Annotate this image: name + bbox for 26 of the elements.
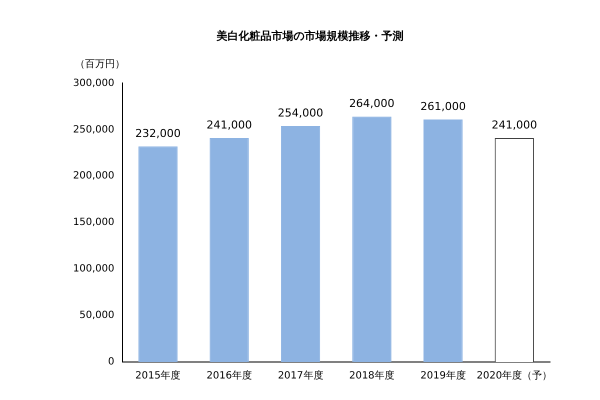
y-tick-label: 100,000 [72,264,114,275]
x-tick-label: 2019年度 [420,370,466,382]
x-tick-label: 2015年度 [135,370,181,382]
y-tick-label: 250,000 [72,124,114,136]
x-tick-label: 2020年度（予） [476,370,552,382]
y-tick-label: 200,000 [72,170,114,182]
y-axis-title: （百万円） [75,58,125,70]
bar [138,146,178,362]
bar [423,119,463,362]
data-label: 241,000 [492,118,538,132]
data-label: 264,000 [349,97,395,110]
x-tick-label: 2017年度 [278,370,324,382]
chart-title: 美白化粧品市場の市場規模推移・予測 [216,29,404,42]
data-label: 261,000 [420,100,466,113]
x-tick-label: 2016年度 [206,370,252,382]
data-label: 241,000 [206,118,252,132]
y-tick-label: 50,000 [79,310,114,322]
data-label: 254,000 [278,106,324,120]
y-tick-label: 300,000 [72,78,114,89]
bar [280,126,320,362]
bar [352,116,392,362]
x-tick-label: 2018年度 [349,370,395,382]
bar [210,138,249,362]
y-tick-label: 150,000 [72,217,114,228]
data-label: 232,000 [135,126,181,140]
y-tick-label: 0 [108,356,114,368]
